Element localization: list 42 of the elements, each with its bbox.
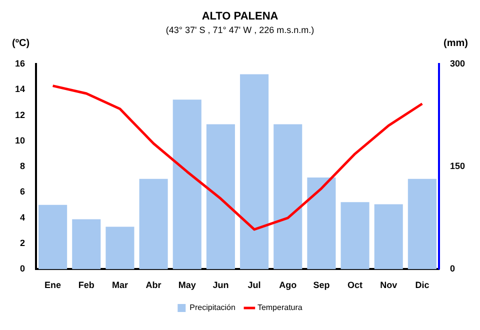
bar bbox=[274, 124, 302, 270]
y-tick-label: 14 bbox=[14, 84, 26, 94]
y2-tick-label: 0 bbox=[450, 264, 455, 274]
x-tick-label: Dic bbox=[415, 280, 430, 290]
x-tick-label: Nov bbox=[380, 280, 398, 290]
y-tick-label: 6 bbox=[20, 186, 26, 197]
y2-tick-label: 300 bbox=[450, 58, 466, 68]
bar bbox=[408, 178, 436, 270]
bar bbox=[206, 124, 235, 270]
legend-label: Temperatura bbox=[257, 303, 303, 312]
y2-tick-label: 150 bbox=[450, 161, 466, 172]
chart-subtitle: (43° 37' S , 71° 47' W , 226 m.s.n.m.) bbox=[166, 25, 314, 36]
y-tick-label: 2 bbox=[20, 238, 26, 248]
x-tick-label: Ene bbox=[44, 280, 62, 290]
bar bbox=[240, 74, 269, 270]
bar bbox=[139, 178, 168, 270]
y-tick-label: 4 bbox=[20, 212, 26, 222]
bar bbox=[38, 204, 68, 270]
bar bbox=[374, 204, 403, 270]
bar bbox=[172, 100, 202, 270]
x-tick-label: Mar bbox=[112, 280, 128, 290]
x-tick-label: Jul bbox=[248, 280, 261, 290]
legend-label: Precipitación bbox=[190, 303, 236, 312]
bar bbox=[340, 202, 370, 270]
chart-title: ALTO PALENA bbox=[202, 10, 278, 23]
bar bbox=[307, 178, 336, 270]
bar bbox=[72, 219, 101, 270]
x-tick-label: Abr bbox=[146, 280, 162, 290]
x-tick-label: Ago bbox=[279, 280, 298, 290]
y-axis-title: (ºC) bbox=[12, 38, 30, 49]
y-tick-label: 8 bbox=[20, 161, 26, 172]
y-tick-label: 12 bbox=[14, 110, 26, 120]
x-tick-label: Jun bbox=[212, 280, 229, 290]
bar bbox=[106, 226, 134, 270]
y-tick-label: 16 bbox=[14, 58, 26, 68]
y2-axis-title: (mm) bbox=[444, 38, 468, 49]
y-tick-label: 10 bbox=[14, 135, 26, 146]
x-tick-label: Feb bbox=[78, 280, 95, 290]
x-tick-label: Oct bbox=[348, 280, 363, 290]
x-tick-label: Sep bbox=[313, 280, 330, 290]
y-tick-label: 0 bbox=[20, 264, 26, 274]
x-tick-label: May bbox=[178, 280, 196, 290]
